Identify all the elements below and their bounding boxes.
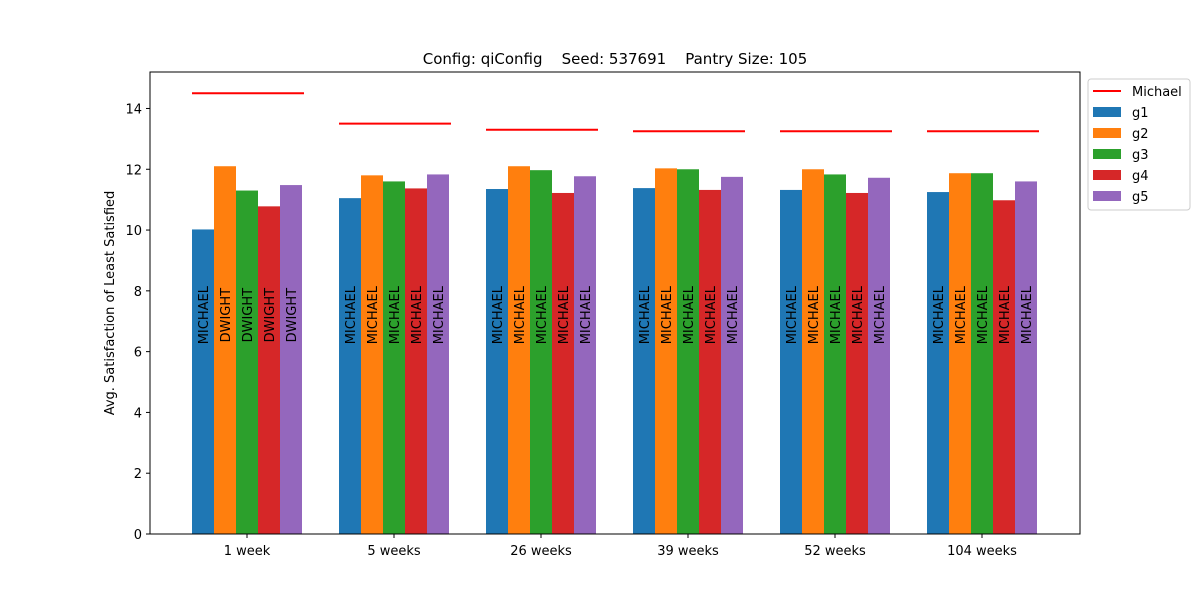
legend-label-g3: g3: [1132, 148, 1149, 163]
x-tick-label: 104 weeks: [947, 544, 1017, 559]
y-axis-label: Avg. Satisfaction of Least Satisfied: [103, 191, 118, 416]
bar-g1-3: [633, 188, 655, 534]
bar-label-g4-2: MICHAEL: [557, 285, 572, 344]
bar-label-g5-4: MICHAEL: [873, 285, 888, 344]
bar-g2-2: [508, 166, 530, 534]
bar-label-g4-5: MICHAEL: [998, 285, 1013, 344]
bar-label-g5-2: MICHAEL: [579, 285, 594, 344]
y-tick-label: 8: [134, 285, 142, 300]
bar-g4-4: [846, 192, 868, 534]
legend-swatch-g1: [1093, 107, 1121, 117]
bar-g4-5: [993, 200, 1015, 534]
bar-label-g2-2: MICHAEL: [513, 285, 528, 344]
bar-label-g4-3: MICHAEL: [704, 285, 719, 344]
bar-g1-4: [780, 189, 802, 534]
bar-label-g3-5: MICHAEL: [976, 285, 991, 344]
bar-g3-4: [824, 174, 846, 534]
bar-label-g1-0: MICHAEL: [197, 285, 212, 344]
x-tick-label: 1 week: [224, 544, 271, 559]
bar-g2-1: [361, 175, 383, 534]
bar-label-g1-5: MICHAEL: [932, 285, 947, 344]
bar-g1-5: [927, 192, 949, 534]
y-tick-label: 0: [134, 528, 142, 543]
reference-lines-group: [192, 92, 1039, 133]
legend-swatch-g2: [1093, 128, 1121, 138]
bar-g4-3: [699, 189, 721, 534]
bar-label-g5-1: MICHAEL: [432, 285, 447, 344]
bar-g3-0: [236, 190, 258, 534]
bar-label-g5-0: DWIGHT: [285, 288, 300, 343]
bar-label-g2-5: MICHAEL: [954, 285, 969, 344]
bar-g5-2: [574, 176, 596, 534]
bar-labels-group: MICHAEL MICHAEL MICHAEL MICHAEL MICHAEL MICHA…: [197, 285, 1035, 344]
x-tick-label: 26 weeks: [510, 544, 572, 559]
legend-swatch-g5: [1093, 191, 1121, 201]
bar-g5-0: [280, 185, 302, 534]
bar-g3-5: [971, 173, 993, 534]
bar-label-g4-1: MICHAEL: [410, 285, 425, 344]
bar-label-g2-4: MICHAEL: [807, 285, 822, 344]
bar-g2-0: [214, 166, 236, 534]
bar-g5-4: [868, 177, 890, 534]
bar-g2-3: [655, 168, 677, 534]
bar-g1-0: [192, 229, 214, 534]
legend-label-g1: g1: [1132, 106, 1149, 121]
plot-frame: [149, 71, 1081, 535]
y-tick-label: 6: [134, 346, 142, 361]
x-tick-label: 52 weeks: [804, 544, 866, 559]
bar-label-g3-2: MICHAEL: [535, 285, 550, 344]
x-tick-label: 39 weeks: [657, 544, 719, 559]
bar-g4-1: [405, 188, 427, 534]
bar-label-g1-2: MICHAEL: [491, 285, 506, 344]
x-tick-label: 5 weeks: [367, 544, 421, 559]
bar-g4-0: [258, 206, 280, 535]
legend-label-g5: g5: [1132, 190, 1149, 205]
chart-title: Config: qiConfig Seed: 537691 Pantry Siz…: [423, 50, 808, 68]
legend: Michael g1 g2 g3 g4 g5: [1087, 78, 1191, 211]
bar-label-g3-3: MICHAEL: [682, 285, 697, 344]
bar-label-g5-5: MICHAEL: [1020, 285, 1035, 344]
bars-group: [192, 166, 1037, 535]
bar-label-g1-3: MICHAEL: [638, 285, 653, 344]
y-tick-label: 2: [134, 467, 142, 482]
bar-label-g2-3: MICHAEL: [660, 285, 675, 344]
y-tick-label: 12: [125, 163, 142, 178]
bar-label-g2-0: DWIGHT: [219, 288, 234, 343]
bar-label-g3-0: DWIGHT: [241, 288, 256, 343]
bar-label-g5-3: MICHAEL: [726, 285, 741, 344]
bar-label-g3-1: MICHAEL: [388, 285, 403, 344]
bar-g2-4: [802, 169, 824, 534]
bar-g1-2: [486, 189, 508, 535]
y-tick-label: 4: [134, 406, 142, 421]
y-tick-label: 10: [125, 224, 142, 239]
bar-g5-5: [1015, 181, 1037, 534]
bar-label-g3-4: MICHAEL: [829, 285, 844, 344]
bar-label-g2-1: MICHAEL: [366, 285, 381, 344]
bar-g3-3: [677, 169, 699, 534]
legend-label-Michael: Michael: [1132, 85, 1182, 100]
bar-g5-1: [427, 174, 449, 534]
legend-label-g2: g2: [1132, 127, 1149, 142]
bar-label-g1-1: MICHAEL: [344, 285, 359, 344]
legend-label-g4: g4: [1132, 169, 1149, 184]
axes-group: 0 2 4 6 8 10 12 14 1 week 5 weeks 26 weeks 39 weeks…: [125, 71, 1081, 559]
bar-label-g1-4: MICHAEL: [785, 285, 800, 344]
bar-g3-1: [383, 181, 405, 534]
y-tick-label: 14: [125, 102, 142, 117]
legend-swatch-g4: [1093, 170, 1121, 180]
bar-label-g4-4: MICHAEL: [851, 285, 866, 344]
legend-swatch-g3: [1093, 149, 1121, 159]
bar-g1-1: [339, 198, 361, 534]
bar-g5-3: [721, 176, 743, 534]
bar-label-g4-0: DWIGHT: [263, 288, 278, 343]
bar-g3-2: [530, 170, 552, 535]
bar-g2-5: [949, 173, 971, 534]
bar-g4-2: [552, 192, 574, 534]
